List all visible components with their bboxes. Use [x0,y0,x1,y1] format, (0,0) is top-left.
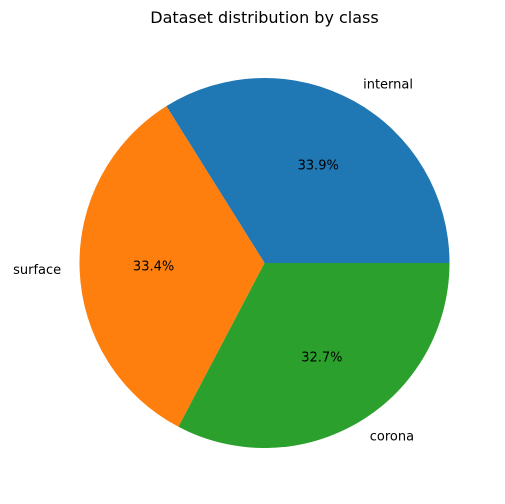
pie-labels: 33.9% internal 33.4% surface 32.7% corona [13,77,414,444]
pie-slice-surface [79,106,265,427]
category-label-surface: surface [13,263,61,278]
pie-slice-internal [166,78,450,263]
category-label-corona: corona [370,430,414,445]
pie-slices [79,78,450,448]
pct-label-corona: 32.7% [301,351,342,366]
pie-slice-corona [178,263,450,448]
chart-title: Dataset distribution by class [150,8,379,27]
pct-label-surface: 33.4% [133,260,174,275]
category-label-internal: internal [363,77,413,92]
pct-label-internal: 33.9% [298,158,339,173]
